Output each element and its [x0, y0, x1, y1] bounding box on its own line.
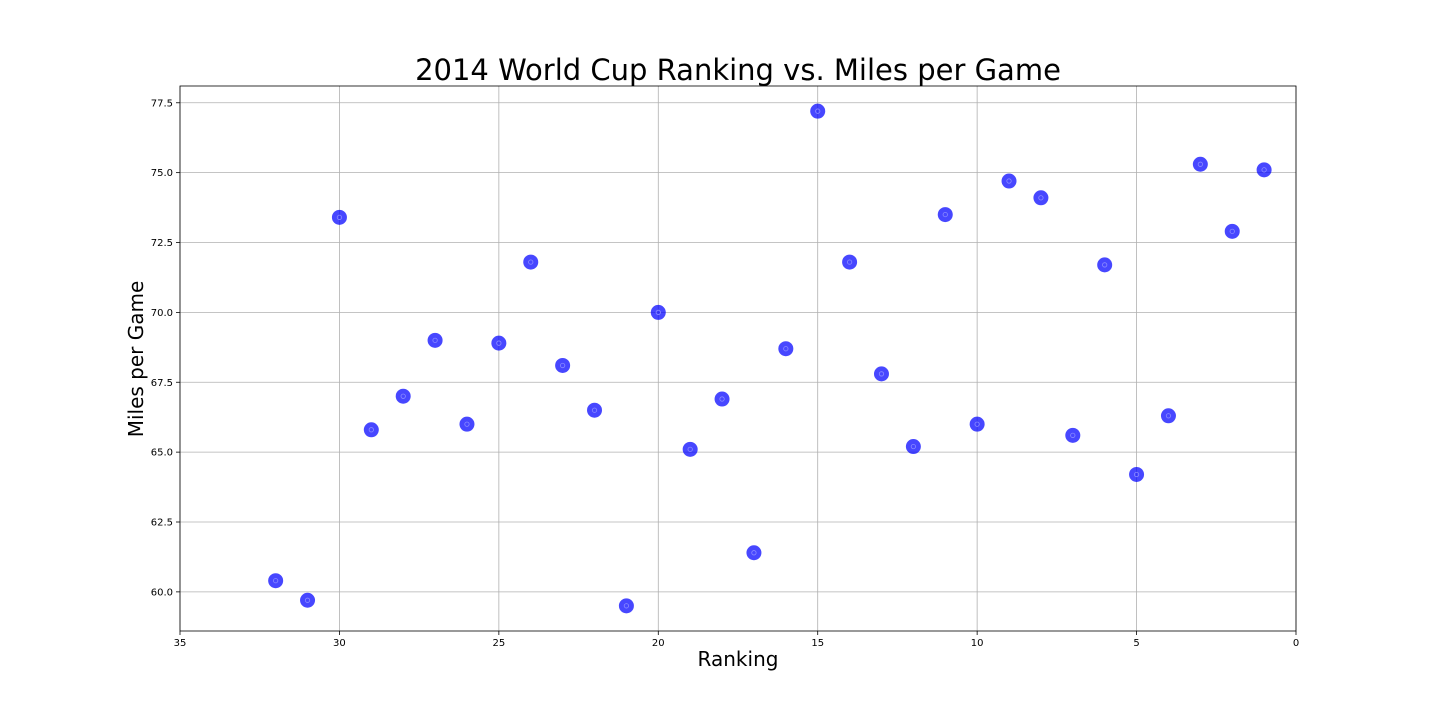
data-point: [1097, 257, 1113, 273]
data-point: [268, 573, 284, 589]
data-point: [842, 254, 858, 270]
data-point: [555, 357, 571, 373]
x-tick-label: 30: [333, 638, 346, 649]
data-point: [1001, 173, 1017, 189]
data-point: [331, 209, 347, 225]
data-point: [1065, 427, 1081, 443]
x-tick-label: 15: [811, 638, 824, 649]
x-tick-label: 0: [1293, 638, 1299, 649]
y-tick-label: 65.0: [151, 448, 173, 459]
x-tick-label: 10: [971, 638, 984, 649]
data-point: [937, 207, 953, 223]
x-tick-label: 25: [492, 638, 505, 649]
plot-frame: [179, 85, 1297, 632]
grid: [179, 86, 1297, 631]
data-point: [1160, 408, 1176, 424]
data-point: [363, 422, 379, 438]
data-point: [1224, 223, 1240, 239]
data-point: [459, 416, 475, 432]
data-point: [618, 598, 634, 614]
y-tick-label: 62.5: [151, 518, 173, 529]
data-point: [969, 416, 985, 432]
data-point: [1192, 156, 1208, 172]
data-point: [300, 592, 316, 608]
y-tick-label: 60.0: [151, 587, 173, 598]
y-axis-label: Miles per Game: [124, 281, 148, 438]
data-point: [778, 341, 794, 357]
data-point: [682, 441, 698, 457]
chart-title: 2014 World Cup Ranking vs. Miles per Gam…: [415, 53, 1061, 87]
y-tick-label: 67.5: [151, 378, 173, 389]
data-point: [523, 254, 539, 270]
y-tick-label: 75.0: [151, 168, 173, 179]
data-point: [873, 366, 889, 382]
x-axis-label: Ranking: [698, 647, 779, 671]
y-tick-label: 70.0: [151, 308, 173, 319]
y-tick-label: 77.5: [151, 98, 173, 109]
axis-ticks: 35 30 25 20 15 10 5 0 60.0 62.5 65.0 67.5 70.0 72.5 75…: [151, 98, 1299, 649]
data-point: [1129, 466, 1145, 482]
data-point: [587, 402, 603, 418]
data-point: [1256, 162, 1272, 178]
x-tick-label: 35: [174, 638, 187, 649]
data-point: [1033, 190, 1049, 206]
data-point: [714, 391, 730, 407]
x-tick-label: 5: [1133, 638, 1139, 649]
data-point: [810, 103, 826, 119]
data-points: [268, 103, 1272, 614]
data-point: [746, 545, 762, 561]
data-point: [427, 332, 443, 348]
x-tick-label: 20: [652, 638, 665, 649]
data-point: [650, 304, 666, 320]
data-point: [395, 388, 411, 404]
data-point: [905, 439, 921, 455]
data-point: [491, 335, 507, 351]
y-tick-label: 72.5: [151, 238, 173, 249]
